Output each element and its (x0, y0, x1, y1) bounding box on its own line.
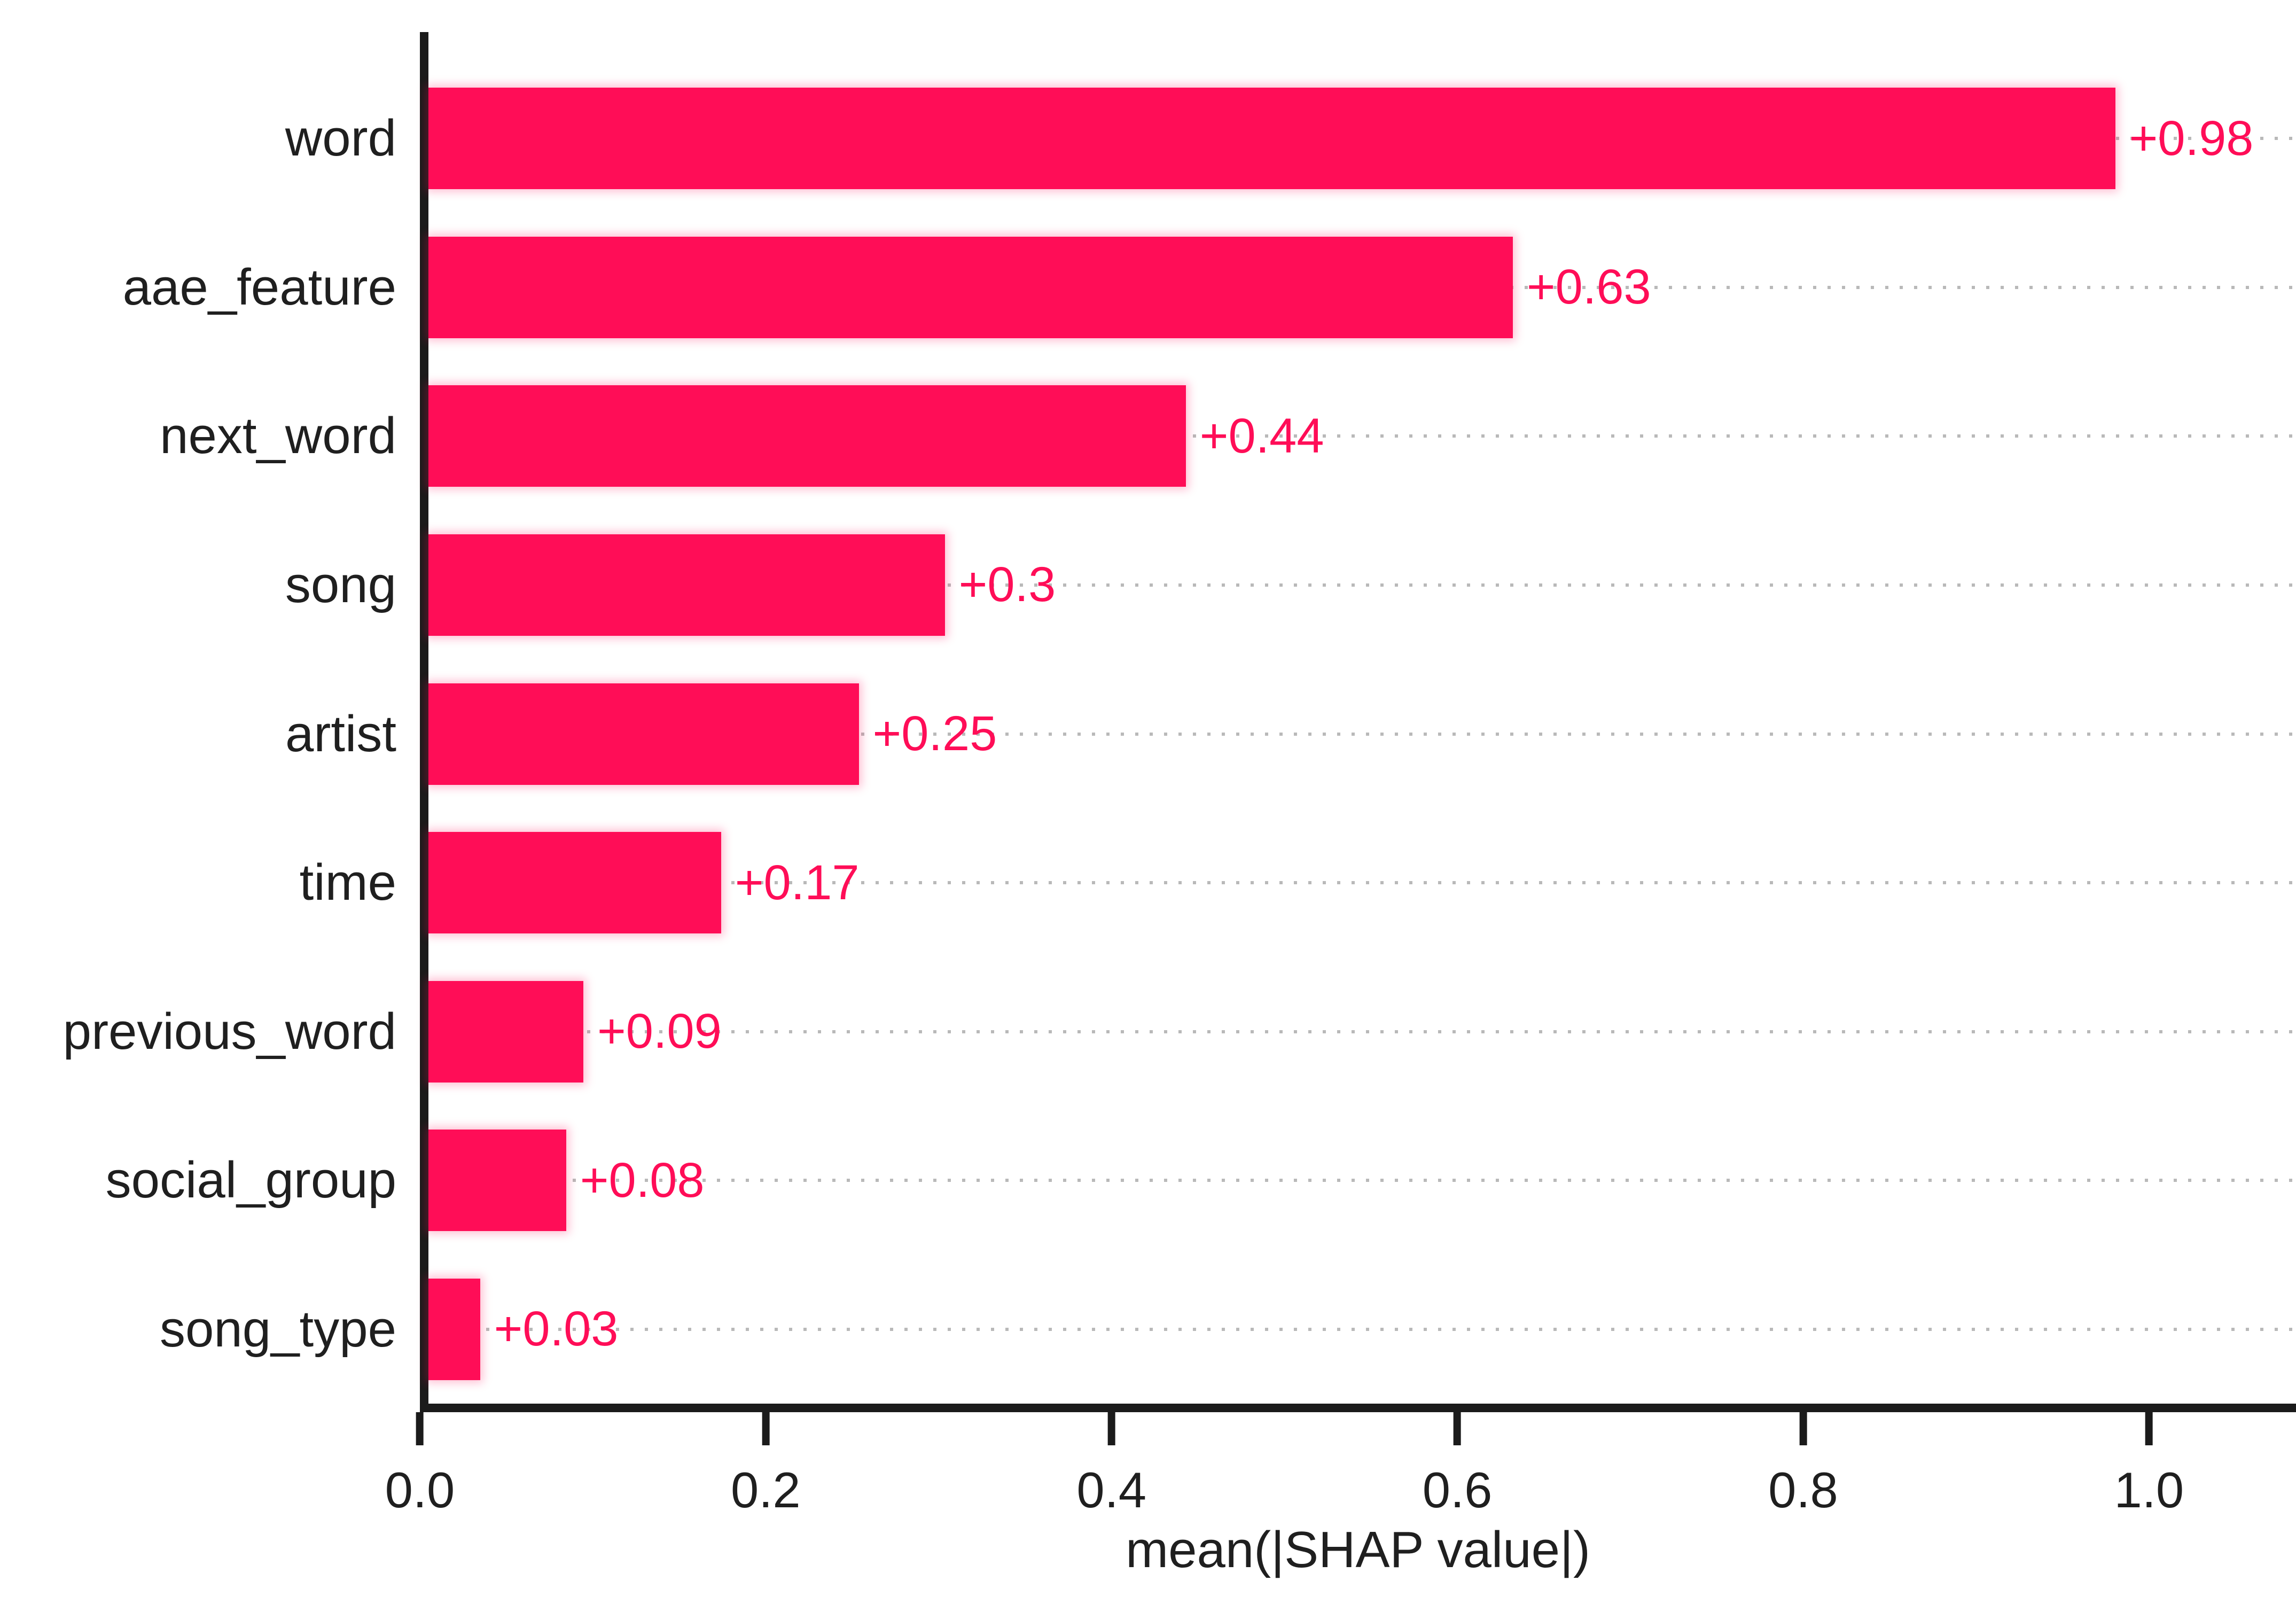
x-axis-tick: 0.8 (1768, 1412, 1838, 1519)
gridline (428, 1030, 2296, 1033)
gridline (428, 583, 2296, 587)
x-tick-label: 0.2 (731, 1462, 801, 1518)
tick-mark (416, 1412, 424, 1445)
y-axis-category-label: next_word (160, 407, 396, 465)
bar-row: word +0.98 (285, 64, 2296, 213)
shap-bar (428, 88, 2115, 190)
shap-bar (428, 534, 945, 636)
x-tick-label: 0.6 (1422, 1462, 1493, 1518)
x-axis-tick: 0.4 (1076, 1412, 1146, 1519)
tick-mark (1454, 1412, 1462, 1445)
bar-row: song_type +0.03 (160, 1255, 2296, 1404)
bar-value-label: +0.3 (958, 557, 1056, 612)
bar-row: aae_feature +0.63 (123, 213, 2296, 362)
shap-bar (428, 1278, 480, 1380)
y-axis-category-label: aae_feature (122, 258, 396, 316)
bar-value-label: +0.44 (1199, 408, 1324, 463)
bar-row: artist +0.25 (285, 659, 2296, 808)
shap-bar (428, 385, 1186, 487)
x-tick-label: 0.8 (1768, 1462, 1838, 1518)
y-axis-category-label: time (299, 854, 396, 912)
bar-value-label: +0.98 (2129, 111, 2254, 166)
x-axis-tick: 0.6 (1422, 1412, 1493, 1519)
bar-row: next_word +0.44 (160, 362, 2296, 511)
bar-value-label: +0.25 (872, 706, 997, 761)
tick-mark (1799, 1412, 1807, 1445)
tick-mark (2145, 1412, 2153, 1445)
bar-rows-container: word +0.98 aae_feature +0.63 next_word +… (63, 32, 2296, 1404)
plot-area: word +0.98 aae_feature +0.63 next_word +… (63, 32, 2296, 1412)
bar-value-label: +0.17 (735, 855, 860, 910)
x-axis-title: mean(|SHAP value|) (1126, 1521, 1590, 1578)
bar-row: song +0.3 (285, 511, 2296, 660)
y-axis-category-label: social_group (105, 1151, 396, 1209)
gridline (428, 434, 2296, 438)
x-axis-tick: 0.0 (385, 1412, 455, 1519)
bar-row: social_group +0.08 (106, 1106, 2296, 1255)
bar-value-label: +0.03 (494, 1302, 619, 1357)
gridline (428, 881, 2296, 885)
x-axis-tick: 0.2 (731, 1412, 801, 1519)
x-tick-label: 0.4 (1076, 1462, 1147, 1518)
y-axis-category-label: song_type (159, 1300, 396, 1358)
shap-bar (428, 980, 583, 1083)
x-axis-tick: 1.0 (2114, 1412, 2184, 1519)
shap-bar (428, 236, 1513, 338)
x-tick-label: 0.0 (385, 1462, 455, 1518)
y-axis-category-label: previous_word (63, 1002, 396, 1060)
shap-bar (428, 1130, 566, 1232)
y-axis-category-label: word (285, 110, 396, 167)
tick-mark (762, 1412, 770, 1445)
bar-value-label: +0.63 (1526, 260, 1651, 315)
tick-mark (1107, 1412, 1115, 1445)
bar-value-label: +0.08 (580, 1153, 705, 1208)
x-tick-label: 1.0 (2114, 1462, 2184, 1518)
gridline (428, 732, 2296, 736)
bar-value-label: +0.09 (597, 1004, 722, 1059)
y-axis-category-label: song (285, 556, 396, 613)
shap-bar (428, 683, 859, 785)
shap-bar (428, 832, 721, 934)
y-axis-category-label: artist (285, 705, 396, 762)
bar-row: time +0.17 (300, 808, 2296, 957)
gridline (428, 1327, 2296, 1331)
gridline (428, 1179, 2296, 1182)
bar-row: previous_word +0.09 (63, 957, 2296, 1106)
